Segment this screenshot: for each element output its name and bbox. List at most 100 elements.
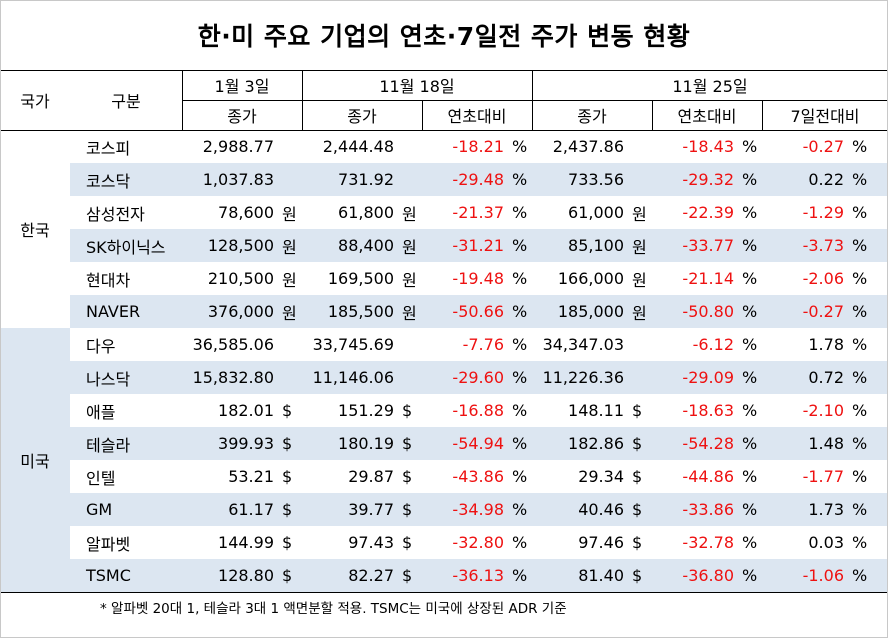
row-band — [70, 427, 888, 460]
unit-nov18: $ — [402, 566, 413, 585]
unit-jan3: 원 — [282, 204, 297, 224]
pct-nov25-ytd: % — [742, 137, 758, 156]
value-nov18-ytd: -54.94 — [452, 434, 504, 453]
row-name: 인텔 — [86, 468, 116, 488]
unit-jan3: $ — [282, 467, 293, 486]
unit-nov18: 원 — [402, 270, 417, 290]
value-nov25-close: 182.86 — [568, 434, 624, 453]
unit-jan3: $ — [282, 434, 293, 453]
unit-nov25: $ — [632, 467, 643, 486]
pct-week: % — [852, 170, 868, 189]
row-name: SK하이닉스 — [86, 237, 166, 257]
value-nov25-ytd: -33.77 — [682, 236, 734, 255]
pct-week: % — [852, 500, 868, 519]
table-row: 나스닥 15,832.80 11,146.06 -29.60% 11,226.36 -29… — [0, 361, 888, 394]
table-row: 테슬라 399.93 $180.19 $ -54.94% 182.86 $ -54.28% 1.… — [0, 427, 888, 460]
unit-jan3: $ — [282, 533, 293, 552]
value-nov18-close: 2,444.48 — [322, 137, 394, 156]
pct-nov18-ytd: % — [512, 170, 528, 189]
value-nov18-ytd: -19.48 — [452, 269, 504, 288]
value-week-change: -3.73 — [802, 236, 844, 255]
value-week-change: 1.73 — [808, 500, 844, 519]
value-jan3-close: 376,000 — [207, 302, 274, 321]
country-usa: 미국 — [20, 452, 50, 471]
value-week-change: -1.29 — [802, 203, 844, 222]
unit-nov25: $ — [632, 500, 643, 519]
row-name: GM — [86, 500, 113, 519]
pct-nov18-ytd: % — [512, 269, 528, 288]
pct-nov18-ytd: % — [512, 302, 528, 321]
value-nov25-ytd: -6.12 — [692, 335, 734, 354]
table-row: NAVER 376,000 원 185,500 원 -50.66% 185,000 원 -50.… — [0, 295, 888, 328]
value-jan3-close: 15,832.80 — [192, 368, 274, 387]
pct-nov25-ytd: % — [742, 500, 758, 519]
value-jan3-close: 61.17 — [228, 500, 274, 519]
table-row: SK하이닉스 128,500 원 88,400 원 -31.21% 85,100 원 -33.7… — [0, 229, 888, 262]
row-name: NAVER — [86, 302, 141, 321]
value-nov25-close: 2,437.86 — [552, 137, 624, 156]
value-jan3-close: 399.93 — [218, 434, 274, 453]
pct-nov25-ytd: % — [742, 533, 758, 552]
value-nov18-ytd: -32.80 — [452, 533, 504, 552]
unit-nov25: 원 — [632, 270, 647, 290]
table-row: TSMC 128.80 $82.27 $ -36.13% 81.40 $ -36.80% -1.… — [0, 559, 888, 592]
row-name: 애플 — [86, 402, 116, 422]
pct-nov18-ytd: % — [512, 236, 528, 255]
value-nov25-ytd: -33.86 — [682, 500, 734, 519]
header-close-nov25: 종가 — [577, 107, 607, 126]
pct-week: % — [852, 236, 868, 255]
pct-nov25-ytd: % — [742, 368, 758, 387]
stock-table: 국가 구분 1월 3일 11월 18일 11월 25일 종가 종가 연초대비 종가 연초대비 7일전… — [0, 70, 888, 593]
pct-week: % — [852, 302, 868, 321]
pct-week: % — [852, 467, 868, 486]
pct-nov25-ytd: % — [742, 302, 758, 321]
value-jan3-close: 53.21 — [228, 467, 274, 486]
pct-nov18-ytd: % — [512, 533, 528, 552]
header-date-nov25: 11월 25일 — [672, 77, 748, 96]
row-name: 나스닥 — [86, 369, 131, 389]
value-nov18-ytd: -31.21 — [452, 236, 504, 255]
table-row: 코스피 2,988.77 2,444.48 -18.21% 2,437.86 -18.43… — [0, 130, 888, 163]
value-nov25-close: 166,000 — [557, 269, 624, 288]
pct-week: % — [852, 401, 868, 420]
row-name: 현대차 — [86, 270, 131, 290]
value-nov25-close: 185,000 — [557, 302, 624, 321]
unit-nov18: $ — [402, 467, 413, 486]
value-nov18-close: 731.92 — [338, 170, 394, 189]
unit-jan3: 원 — [282, 270, 297, 290]
value-nov18-close: 33,745.69 — [312, 335, 394, 354]
pct-nov18-ytd: % — [512, 467, 528, 486]
value-nov25-ytd: -29.32 — [682, 170, 734, 189]
pct-week: % — [852, 203, 868, 222]
pct-nov18-ytd: % — [512, 137, 528, 156]
header-ytd-nov25: 연초대비 — [677, 107, 737, 126]
value-nov18-ytd: -50.66 — [452, 302, 504, 321]
header-ytd-nov18: 연초대비 — [447, 107, 507, 126]
value-nov18-ytd: -36.13 — [452, 566, 504, 585]
pct-nov18-ytd: % — [512, 401, 528, 420]
value-nov25-ytd: -21.14 — [682, 269, 734, 288]
grid-line — [182, 100, 888, 101]
value-nov18-close: 180.19 — [338, 434, 394, 453]
value-nov18-close: 61,800 — [338, 203, 394, 222]
unit-nov18: $ — [402, 533, 413, 552]
header-week-change: 7일전대비 — [790, 107, 860, 126]
pct-nov25-ytd: % — [742, 401, 758, 420]
value-nov18-ytd: -7.76 — [462, 335, 504, 354]
pct-nov25-ytd: % — [742, 335, 758, 354]
header-row-2: 종가 종가 연초대비 종가 연초대비 7일전대비 — [0, 100, 888, 130]
value-jan3-close: 128.80 — [218, 566, 274, 585]
pct-week: % — [852, 335, 868, 354]
value-week-change: 0.22 — [808, 170, 844, 189]
pct-nov25-ytd: % — [742, 170, 758, 189]
row-band — [70, 295, 888, 328]
value-nov25-ytd: -29.09 — [682, 368, 734, 387]
value-jan3-close: 210,500 — [207, 269, 274, 288]
value-nov18-close: 82.27 — [348, 566, 394, 585]
country-band-usa — [0, 328, 70, 592]
value-nov18-ytd: -29.60 — [452, 368, 504, 387]
grid-line — [652, 100, 653, 130]
pct-week: % — [852, 368, 868, 387]
value-nov18-ytd: -34.98 — [452, 500, 504, 519]
table-row: 다우 36,585.06 33,745.69 -7.76% 34,347.03 -6.12… — [0, 328, 888, 361]
